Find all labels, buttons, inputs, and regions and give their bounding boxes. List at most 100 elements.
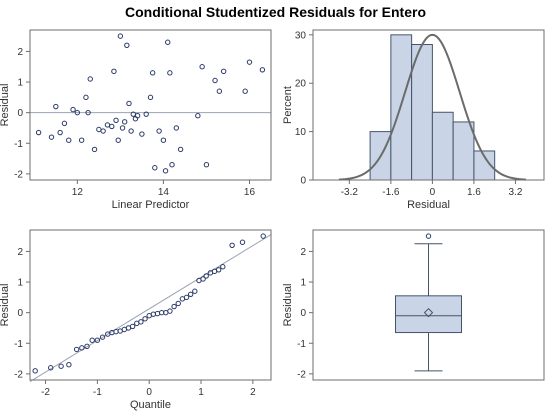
y-tick-label: 2 — [17, 247, 23, 258]
data-point — [242, 88, 248, 94]
data-point — [134, 113, 141, 119]
y-tick-label: 0 — [17, 308, 23, 319]
data-point — [119, 125, 126, 131]
y-tick-label: -2 — [14, 369, 23, 380]
interquartile-box — [395, 295, 462, 334]
data-point — [212, 77, 218, 84]
y-axis-label: Residual — [282, 284, 294, 327]
data-point — [85, 109, 91, 116]
y-axis-label: Residual — [0, 284, 11, 327]
x-axis-label: Residual — [407, 199, 450, 211]
qq-point — [58, 363, 64, 369]
qq-point — [187, 291, 194, 297]
data-point — [91, 146, 98, 153]
data-point — [100, 128, 106, 134]
y-tick-label: 2 — [17, 47, 23, 58]
histogram-bar — [452, 121, 475, 181]
y-tick-label: 2 — [300, 247, 306, 258]
data-point — [124, 42, 130, 49]
x-tick-label: -3.2 — [341, 187, 359, 198]
mean-diamond — [423, 307, 434, 318]
qq-point — [32, 368, 38, 374]
y-tick-label: -1 — [14, 339, 23, 350]
data-point — [160, 137, 167, 143]
qq-point — [94, 337, 101, 343]
x-tick-label: -1.6 — [382, 187, 400, 198]
data-point — [152, 165, 158, 171]
x-tick-label: 1.6 — [467, 187, 481, 198]
qq-point — [89, 337, 95, 343]
data-point — [165, 39, 171, 45]
normal-density-curve — [338, 33, 526, 181]
y-tick-label: -1 — [14, 139, 23, 150]
x-tick-label: 0 — [146, 387, 152, 398]
x-tick-label: 12 — [72, 187, 84, 198]
y-tick-label: 1 — [300, 278, 306, 289]
panel-frame-3 — [29, 229, 272, 381]
data-point — [149, 70, 156, 76]
data-point — [115, 137, 121, 143]
data-point — [139, 131, 145, 137]
y-tick-label: 0 — [17, 108, 23, 119]
panel-frame-1 — [29, 29, 272, 181]
qq-point — [192, 288, 198, 294]
qq-point — [129, 323, 136, 330]
y-tick-label: 1 — [17, 78, 23, 89]
qq-point — [260, 233, 266, 239]
y-tick-label: 20 — [295, 79, 307, 90]
y-tick-label: 0 — [300, 176, 306, 187]
qq-point — [183, 294, 190, 301]
panel-frame-4 — [312, 229, 545, 381]
x-axis-label: Quantile — [130, 399, 171, 411]
x-axis-label: Linear Predictor — [112, 199, 190, 211]
data-point — [128, 128, 134, 134]
qq-point — [200, 276, 206, 282]
qq-point — [167, 308, 173, 314]
qq-point — [79, 345, 85, 351]
x-tick-label: 0 — [430, 187, 436, 198]
x-tick-label: -1 — [93, 387, 102, 398]
data-point — [48, 134, 55, 140]
data-point — [61, 120, 68, 127]
data-point — [113, 117, 119, 124]
y-tick-label: 10 — [295, 127, 307, 138]
data-point — [53, 103, 59, 110]
y-tick-label: -1 — [297, 339, 306, 350]
data-point — [195, 113, 201, 119]
x-tick-label: -2 — [41, 387, 50, 398]
x-tick-label: 3.2 — [508, 187, 522, 198]
qq-point — [175, 300, 181, 307]
data-point — [57, 129, 63, 136]
data-point — [117, 33, 124, 39]
data-point — [66, 137, 72, 143]
qq-point — [84, 343, 90, 350]
y-axis-label: Percent — [282, 86, 294, 124]
data-point — [246, 59, 253, 65]
qq-point — [66, 361, 72, 368]
data-point — [216, 88, 223, 94]
data-point — [83, 94, 89, 101]
data-point — [143, 111, 149, 117]
data-point — [78, 137, 85, 143]
y-tick-label: -2 — [297, 369, 306, 380]
histogram-bar — [431, 111, 454, 181]
data-point — [111, 68, 117, 75]
qq-point — [203, 273, 209, 279]
qq-point — [138, 319, 144, 325]
data-point — [70, 106, 76, 113]
x-tick-label: 1 — [198, 387, 204, 398]
qq-point — [229, 242, 235, 249]
qq-reference-line — [29, 234, 272, 382]
data-point — [147, 94, 154, 101]
qq-point — [99, 334, 106, 340]
qq-point — [142, 316, 148, 322]
qq-point — [48, 365, 54, 371]
data-point — [203, 161, 210, 168]
y-tick-label: 30 — [295, 30, 307, 41]
data-point — [126, 100, 132, 107]
panel-frame-2 — [312, 29, 545, 181]
data-point — [109, 123, 115, 130]
data-point — [104, 122, 111, 128]
